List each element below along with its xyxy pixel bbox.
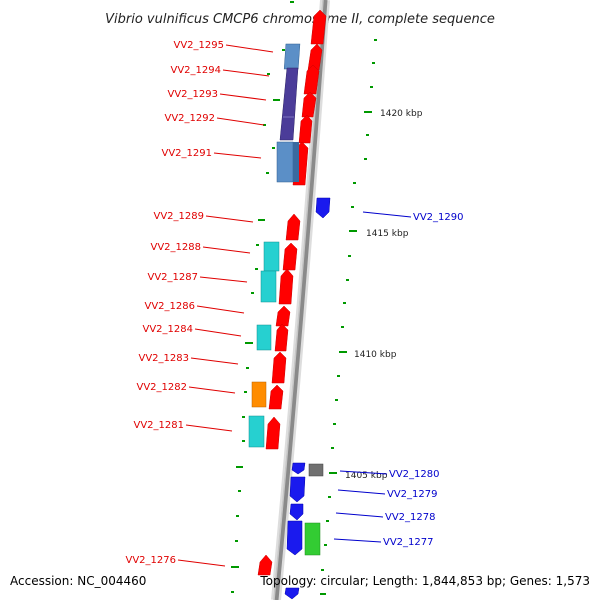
topology-text: Topology: circular; Length: 1,844,853 bp… bbox=[260, 574, 590, 588]
green-genes bbox=[304, 522, 321, 556]
gene-label: VV2_1284 bbox=[143, 324, 194, 335]
kbp-markers: 1420 kbp 1415 kbp 1410 kbp 1405 kbp bbox=[345, 109, 423, 481]
gene-label: VV2_1281 bbox=[134, 420, 185, 431]
gene-arrow bbox=[310, 9, 327, 45]
gene-label: VV2_1288 bbox=[151, 242, 202, 253]
gene-arrow bbox=[284, 587, 300, 600]
orange-genes bbox=[251, 381, 267, 408]
gene-arrow bbox=[301, 91, 317, 118]
gene-arrow bbox=[286, 520, 303, 556]
inner-tick-marks bbox=[231, 1, 294, 593]
cyan-genes bbox=[248, 241, 280, 448]
gene-label: VV2_1279 bbox=[387, 489, 438, 500]
gene-label: VV2_1289 bbox=[154, 211, 205, 222]
purple-genes bbox=[279, 67, 299, 141]
gene-arrow bbox=[271, 351, 287, 384]
kbp-label: 1410 kbp bbox=[354, 350, 397, 360]
gene-arrow bbox=[278, 268, 294, 305]
gene-label: VV2_1278 bbox=[385, 512, 436, 523]
gene-arrow bbox=[274, 323, 289, 352]
gene-arrow bbox=[285, 213, 301, 241]
gene-label: VV2_1294 bbox=[171, 65, 222, 76]
kbp-label: 1415 kbp bbox=[366, 229, 409, 239]
gene-label: VV2_1293 bbox=[168, 89, 219, 100]
gene-arrow bbox=[289, 476, 306, 503]
gene-arrow bbox=[268, 384, 284, 410]
reverse-genes bbox=[284, 197, 331, 600]
kbp-label: 1405 kbp bbox=[345, 471, 388, 481]
gene-label: VV2_1295 bbox=[174, 40, 225, 51]
gene-arrow bbox=[298, 114, 313, 144]
gene-label: VV2_1282 bbox=[137, 382, 188, 393]
gene-label: VV2_1280 bbox=[389, 469, 440, 480]
gene-label: VV2_1291 bbox=[162, 148, 213, 159]
kbp-label: 1420 kbp bbox=[380, 109, 423, 119]
forward-genes bbox=[257, 9, 327, 576]
outer-tick-marks bbox=[320, 39, 377, 595]
gene-arrow bbox=[291, 462, 306, 475]
steel-blue-genes bbox=[276, 43, 301, 183]
gray-genes bbox=[308, 463, 324, 477]
gene-arrow bbox=[282, 242, 298, 271]
gene-arrow bbox=[275, 305, 291, 327]
right-gene-labels: VV2_1290 VV2_1280 VV2_1279 VV2_1278 VV2_… bbox=[333, 211, 464, 548]
gene-label: VV2_1283 bbox=[139, 353, 190, 364]
gene-arrow bbox=[257, 554, 273, 576]
map-title: Vibrio vulnificus CMCP6 chromosome II, c… bbox=[105, 12, 495, 27]
gene-arrow bbox=[303, 64, 320, 95]
gene-arrow bbox=[289, 503, 304, 521]
gene-arrow bbox=[265, 416, 281, 450]
gene-label: VV2_1290 bbox=[413, 212, 464, 223]
gene-label: VV2_1276 bbox=[126, 555, 177, 566]
gene-arrow bbox=[315, 197, 331, 219]
accession-text: Accession: NC_004460 bbox=[10, 574, 147, 588]
gene-label: VV2_1277 bbox=[383, 537, 434, 548]
left-gene-labels: VV2_1295 VV2_1294 VV2_1293 VV2_1292 VV2_… bbox=[126, 40, 274, 567]
gene-label: VV2_1286 bbox=[145, 301, 196, 312]
gene-label: VV2_1292 bbox=[165, 113, 216, 124]
gene-label: VV2_1287 bbox=[148, 272, 199, 283]
